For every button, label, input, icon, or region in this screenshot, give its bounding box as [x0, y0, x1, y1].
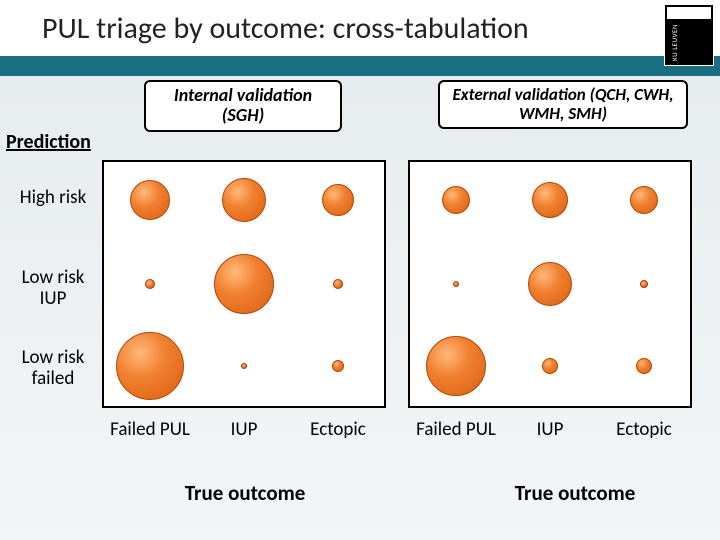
institution-logo: KU LEUVEN — [664, 4, 714, 66]
panel-label-external: External validation (QCH, CWH, WMH, SMH) — [438, 80, 688, 129]
row-label-low-risk-failed: Low risk failed — [8, 348, 98, 390]
bubble-internal-r2-c2 — [332, 360, 344, 372]
col-label-internal-2: Ectopic — [294, 420, 382, 441]
bubble-external-r1-c0 — [453, 281, 459, 287]
bubble-external-r0-c1 — [532, 182, 568, 218]
bubble-external-r2-c0 — [426, 336, 486, 396]
bubble-internal-r0-c0 — [130, 180, 170, 220]
bubble-external-r0-c2 — [630, 186, 658, 214]
x-axis-title-internal: True outcome — [160, 480, 330, 506]
bubble-external-r2-c2 — [636, 358, 652, 374]
bubble-external-r1-c2 — [640, 280, 648, 288]
bubble-internal-r1-c0 — [145, 279, 155, 289]
panel-label-internal: Internal validation (SGH) — [144, 80, 342, 132]
y-axis-title: Prediction — [6, 130, 91, 154]
slide-title: PUL triage by outcome: cross-tabulation — [42, 10, 529, 47]
bubble-internal-r1-c2 — [333, 279, 343, 289]
bubble-internal-r1-c1 — [214, 254, 274, 314]
row-label-high-risk: High risk — [8, 188, 98, 209]
col-label-external-1: IUP — [506, 420, 594, 441]
col-label-internal-0: Failed PUL — [106, 420, 194, 441]
bubble-internal-r0-c2 — [322, 184, 354, 216]
col-label-external-2: Ectopic — [600, 420, 688, 441]
x-axis-title-external: True outcome — [490, 480, 660, 506]
bubble-internal-r0-c1 — [222, 178, 266, 222]
bubble-external-r2-c1 — [542, 358, 558, 374]
bubble-external-r1-c1 — [528, 262, 572, 306]
title-band — [0, 56, 720, 76]
bubble-internal-r2-c1 — [241, 363, 247, 369]
bubble-internal-r2-c0 — [116, 332, 184, 400]
bubble-external-r0-c0 — [442, 186, 470, 214]
col-label-internal-1: IUP — [200, 420, 288, 441]
col-label-external-0: Failed PUL — [412, 420, 500, 441]
row-label-low-risk-iup: Low risk IUP — [8, 268, 98, 310]
